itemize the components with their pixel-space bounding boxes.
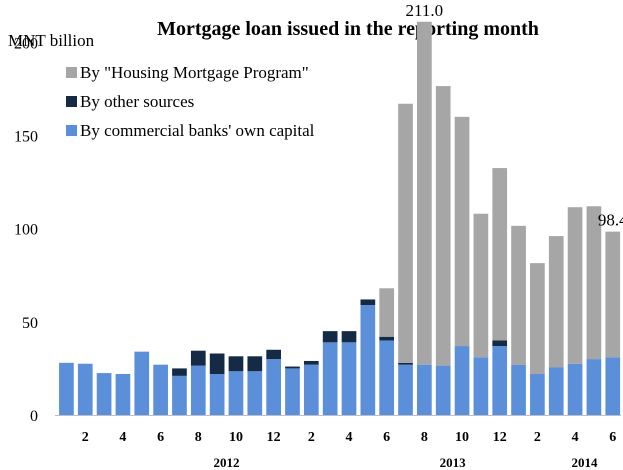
legend: By "Housing Mortgage Program" By other so… — [66, 63, 315, 140]
bar-own-capital — [303, 364, 319, 415]
x-tick-label: 2 — [82, 430, 89, 445]
bar-other-sources — [303, 360, 319, 365]
x-tick-label: 12 — [493, 430, 507, 445]
bar-other-sources — [266, 349, 281, 360]
bar-own-capital — [530, 374, 545, 415]
bar-own-capital — [134, 351, 150, 415]
bar-own-capital — [228, 371, 244, 415]
bar-own-capital — [322, 342, 338, 415]
bar-housing-program — [417, 21, 432, 365]
bar-housing-program — [605, 231, 621, 358]
x-tick-label: 10 — [229, 430, 243, 445]
value-callout: 98.4 — [598, 211, 623, 230]
year-label: 2013 — [440, 455, 467, 470]
x-tick-label: 2 — [308, 430, 315, 445]
bar-own-capital — [492, 346, 508, 415]
year-label: 2012 — [214, 455, 240, 470]
bar-own-capital — [548, 367, 564, 415]
bar-own-capital — [59, 362, 74, 415]
bar-own-capital — [454, 346, 470, 415]
bar-own-capital — [266, 359, 281, 415]
bar-own-capital — [435, 365, 451, 415]
legend-swatch — [66, 125, 77, 136]
bar-other-sources — [322, 331, 338, 343]
bar-other-sources — [209, 353, 225, 374]
bar-own-capital — [511, 364, 526, 415]
bar-housing-program — [473, 213, 489, 358]
bar-housing-program — [492, 168, 508, 341]
y-tick-label: 100 — [14, 222, 38, 239]
bar-own-capital — [341, 342, 357, 415]
bar-own-capital — [360, 305, 376, 415]
bar-housing-program — [586, 206, 602, 360]
bar-own-capital — [398, 364, 413, 415]
bar-other-sources — [285, 366, 300, 369]
year-label: 2014 — [571, 455, 598, 470]
x-tick-label: 4 — [572, 430, 579, 445]
x-tick-label: 8 — [421, 430, 428, 445]
x-tick-label: 6 — [383, 430, 390, 445]
bar-own-capital — [77, 363, 93, 415]
bar-housing-program — [435, 86, 451, 366]
legend-label: By other sources — [80, 92, 194, 111]
x-tick-label: 8 — [195, 430, 202, 445]
y-tick-label: 0 — [30, 408, 38, 425]
bar-housing-program — [567, 207, 583, 364]
bar-housing-program — [548, 236, 564, 368]
y-tick-label: 200 — [14, 35, 38, 52]
legend-label: By "Housing Mortgage Program" — [80, 63, 309, 82]
bar-own-capital — [172, 375, 187, 415]
bar-other-sources — [360, 299, 376, 306]
bar-housing-program — [511, 225, 526, 365]
x-tick-label: 2 — [534, 430, 541, 445]
bar-other-sources — [379, 336, 395, 341]
bar-own-capital — [190, 365, 206, 415]
x-tick-label: 4 — [119, 430, 126, 445]
bar-housing-program — [379, 288, 395, 337]
bar-own-capital — [379, 340, 395, 415]
value-callout: 211.0 — [406, 1, 444, 20]
bar-own-capital — [153, 364, 168, 415]
bar-other-sources — [341, 331, 357, 343]
bar-own-capital — [209, 374, 225, 415]
bar-other-sources — [228, 356, 244, 372]
bar-other-sources — [398, 362, 413, 365]
bar-other-sources — [492, 340, 508, 347]
x-tick-label: 6 — [609, 430, 616, 445]
y-tick-label: 150 — [14, 128, 38, 145]
bar-own-capital — [247, 371, 263, 415]
bar-own-capital — [115, 374, 131, 415]
bar-own-capital — [285, 368, 300, 415]
bar-own-capital — [96, 373, 112, 415]
bar-other-sources — [190, 350, 206, 366]
x-tick-label: 4 — [346, 430, 353, 445]
bar-own-capital — [586, 359, 602, 415]
bar-own-capital — [605, 357, 621, 415]
bar-own-capital — [417, 364, 432, 415]
bar-other-sources — [247, 356, 263, 372]
bar-housing-program — [398, 103, 413, 363]
bar-own-capital — [567, 363, 583, 415]
bar-own-capital — [473, 357, 489, 415]
x-tick-label: 12 — [267, 430, 281, 445]
bar-other-sources — [172, 368, 187, 376]
plot-area: 0 50 100 150 200 2 4 6 8 10 12 2 4 6 8 10 12 2 4 6 2012 2013 2… — [14, 1, 623, 470]
x-tick-label: 6 — [157, 430, 164, 445]
y-axis-unit: MNT billion — [8, 31, 95, 50]
x-tick-label: 10 — [455, 430, 469, 445]
chart-title: Mortgage loan issued in the reporting mo… — [157, 18, 539, 40]
legend-label: By commercial banks' own capital — [80, 121, 315, 140]
bar-housing-program — [454, 116, 470, 347]
legend-swatch — [66, 96, 77, 107]
legend-swatch — [66, 67, 77, 78]
bar-housing-program — [530, 263, 545, 374]
y-tick-label: 50 — [22, 315, 38, 332]
